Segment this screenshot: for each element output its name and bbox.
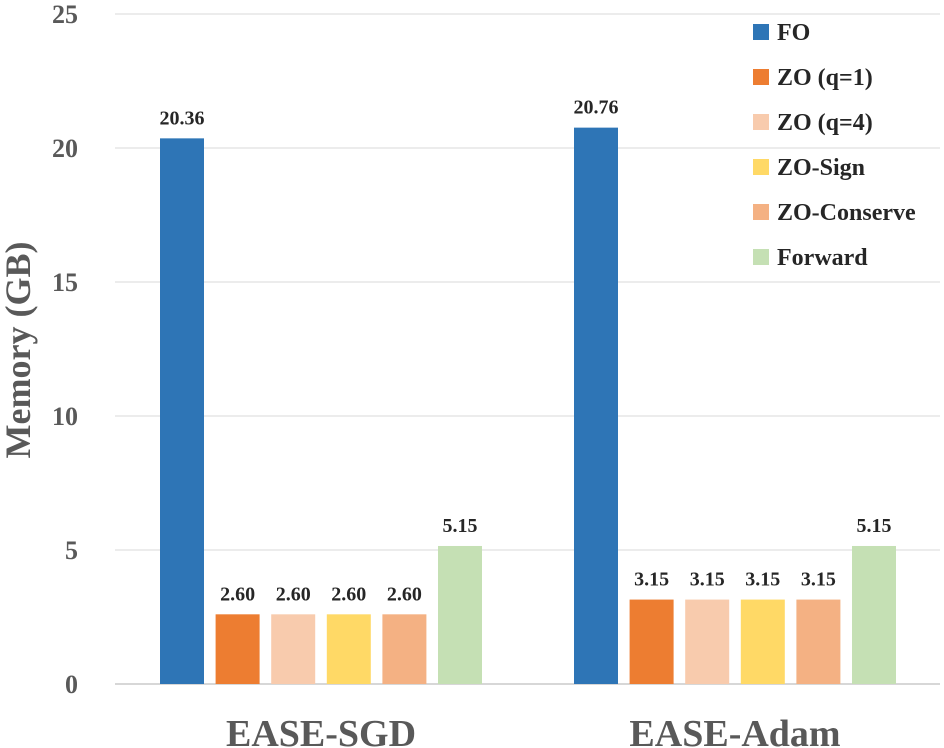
- y-tick-label: 25: [52, 0, 78, 29]
- legend-swatch: [753, 69, 769, 85]
- data-label: 2.60: [220, 583, 255, 605]
- y-tick-label: 15: [52, 268, 78, 297]
- bar-zo-sign-0: [326, 614, 371, 684]
- bar-fo-1: [574, 127, 618, 684]
- bars: [160, 127, 896, 685]
- data-label: 3.15: [801, 569, 836, 591]
- data-label: 5.15: [443, 515, 478, 537]
- y-tick-label: 20: [52, 134, 78, 163]
- data-label: 20.36: [160, 107, 205, 129]
- y-tick-label: 0: [65, 670, 78, 699]
- legend-label: ZO (q=4): [777, 110, 873, 136]
- data-label: 20.76: [574, 97, 619, 119]
- x-category-label: EASE-SGD: [226, 713, 416, 748]
- legend: FO ZO (q=1) ZO (q=4) ZO-Sign ZO-Conserve Forw…: [753, 20, 916, 271]
- data-label: 2.60: [331, 583, 366, 605]
- legend-swatch: [753, 249, 769, 265]
- y-axis-title: Memory (GB): [0, 242, 38, 459]
- data-label: 3.15: [745, 569, 780, 591]
- legend-label: FO: [777, 20, 810, 46]
- data-label: 2.60: [276, 583, 311, 605]
- bar-forward-1: [852, 545, 896, 684]
- legend-label: ZO (q=1): [777, 65, 873, 91]
- legend-swatch: [753, 24, 769, 40]
- legend-label: ZO-Sign: [777, 155, 865, 181]
- data-label: 3.15: [690, 569, 725, 591]
- y-axis-ticks: 0 5 10 15 20 25: [52, 0, 78, 699]
- data-labels: 20.36 2.60 2.60 2.60 2.60 5.15 20.76 3.15 3.15 3.…: [160, 97, 892, 606]
- legend-swatch: [753, 204, 769, 220]
- bar-forward-0: [438, 545, 482, 684]
- bar-zo-q-1-0: [215, 614, 260, 684]
- bar-zo-q-4-0: [271, 614, 316, 684]
- data-label: 2.60: [387, 583, 422, 605]
- bar-zo-q-4-1: [685, 599, 730, 684]
- y-tick-label: 10: [52, 402, 78, 431]
- bar-zo-q-1-1: [629, 599, 674, 684]
- data-label: 5.15: [857, 515, 892, 537]
- bar-zo-sign-1: [740, 599, 785, 684]
- bar-fo-0: [160, 138, 204, 685]
- x-axis-categories: EASE-SGD EASE-Adam: [226, 713, 841, 748]
- bar-zo-conserve-0: [382, 614, 427, 684]
- y-tick-label: 5: [65, 536, 78, 565]
- legend-swatch: [753, 159, 769, 175]
- data-label: 3.15: [634, 569, 669, 591]
- bar-zo-conserve-1: [796, 599, 841, 684]
- legend-label: Forward: [777, 245, 868, 271]
- legend-swatch: [753, 114, 769, 130]
- legend-label: ZO-Conserve: [777, 200, 916, 226]
- x-category-label: EASE-Adam: [629, 713, 840, 748]
